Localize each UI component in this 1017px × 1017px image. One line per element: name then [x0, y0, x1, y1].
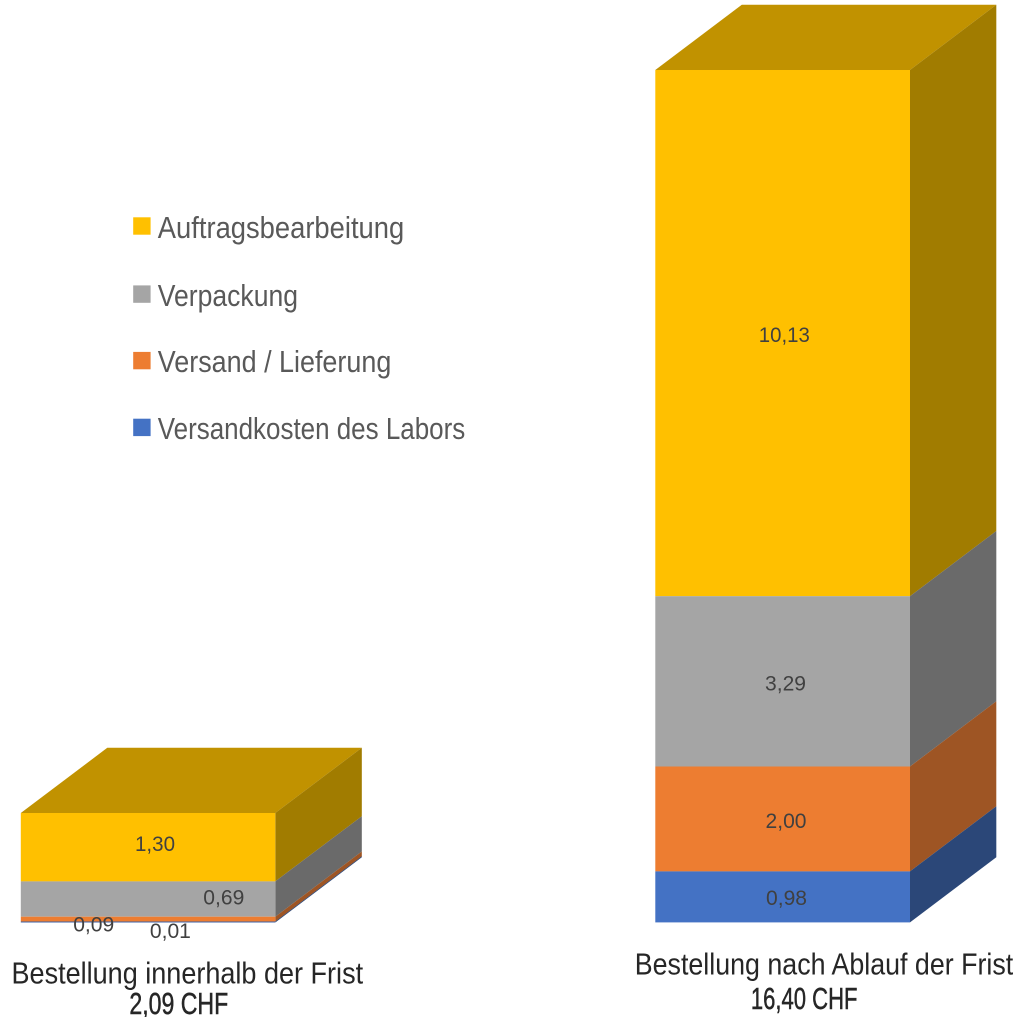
svg-text:Bestellung innerhalb der Frist: Bestellung innerhalb der Frist — [12, 958, 364, 991]
svg-text:Versand / Lieferung: Versand / Lieferung — [158, 346, 391, 379]
svg-text:16,40 CHF: 16,40 CHF — [751, 983, 858, 1016]
svg-text:0,09: 0,09 — [73, 913, 114, 937]
svg-text:Verpackung: Verpackung — [158, 280, 298, 313]
svg-text:3,29: 3,29 — [765, 671, 806, 695]
svg-text:Versandkosten des Labors: Versandkosten des Labors — [158, 413, 465, 446]
svg-text:Bestellung nach Ablauf der Fri: Bestellung nach Ablauf der Frist — [635, 948, 1014, 981]
svg-text:0,69: 0,69 — [203, 885, 244, 909]
svg-text:1,30: 1,30 — [135, 832, 175, 856]
svg-text:Auftragsbearbeitung: Auftragsbearbeitung — [158, 212, 404, 245]
svg-text:2,09 CHF: 2,09 CHF — [129, 988, 228, 1017]
svg-text:2,00: 2,00 — [766, 809, 807, 833]
svg-text:0,98: 0,98 — [766, 886, 807, 910]
svg-text:10,13: 10,13 — [759, 323, 810, 347]
svg-text:0,01: 0,01 — [150, 919, 191, 943]
